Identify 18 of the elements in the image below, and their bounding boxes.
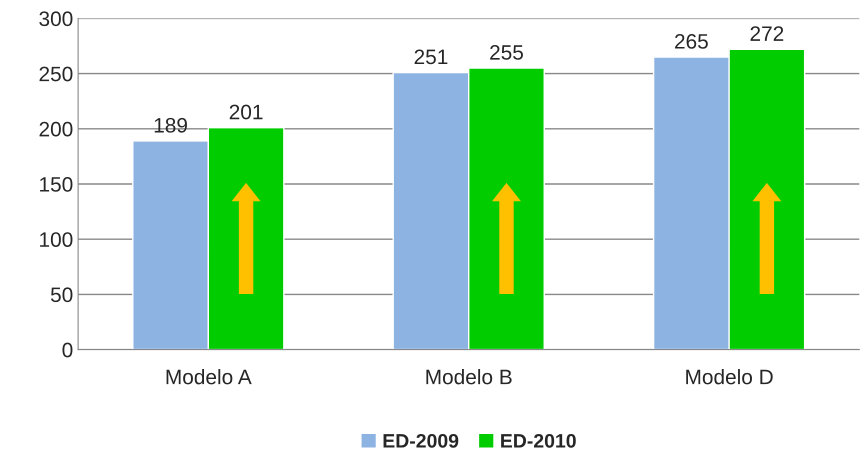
legend-label: ED-2010 <box>501 434 576 448</box>
data-label: 265 <box>675 34 708 49</box>
data-label: 272 <box>750 26 784 41</box>
data-label: 251 <box>414 49 448 64</box>
data-label: 201 <box>230 104 262 120</box>
y-tick-label: 150 <box>40 177 72 192</box>
y-tick-label: 50 <box>50 287 72 302</box>
data-label: 255 <box>490 45 523 60</box>
y-tick-label: 0 <box>62 342 72 358</box>
y-tick-label: 250 <box>40 66 72 82</box>
data-label: 189 <box>154 118 187 133</box>
legend-label: ED-2009 <box>384 434 458 448</box>
x-tick-label: Modelo A <box>166 369 252 384</box>
x-tick-label: Modelo D <box>686 369 773 384</box>
y-tick-label: 300 <box>39 11 72 26</box>
y-tick-label: 200 <box>40 122 72 137</box>
x-tick-label: Modelo B <box>426 369 512 384</box>
y-tick-label: 100 <box>40 232 72 247</box>
